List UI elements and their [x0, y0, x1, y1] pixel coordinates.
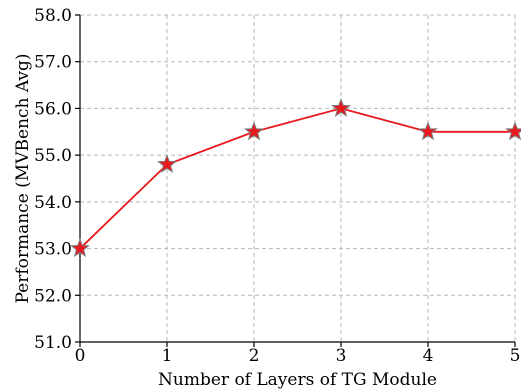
- data-point-star: [418, 121, 438, 141]
- x-tick-label: 5: [510, 346, 521, 366]
- y-tick-label: 53.0: [34, 240, 72, 260]
- y-tick-label: 55.0: [34, 146, 72, 166]
- data-point-star: [70, 238, 90, 257]
- data-point-star: [505, 121, 521, 141]
- series-line: [79, 107, 515, 250]
- series-layer: [70, 98, 521, 257]
- x-axis-title: Number of Layers of TG Module: [158, 370, 437, 390]
- grid-layer: [79, 14, 516, 343]
- y-tick-label: 56.0: [34, 99, 72, 119]
- x-tick-label: 0: [75, 346, 86, 366]
- y-tick-label: 57.0: [34, 53, 72, 73]
- x-tick-label: 4: [423, 346, 434, 366]
- x-tick-label: 2: [249, 346, 260, 366]
- data-point-star: [331, 98, 351, 117]
- y-tick-label: 54.0: [34, 193, 72, 213]
- y-tick-label: 52.0: [34, 286, 72, 306]
- x-tick-label: 3: [336, 346, 347, 366]
- axes-layer: [79, 15, 515, 343]
- data-point-star: [157, 154, 177, 173]
- x-tick-label: 1: [162, 346, 173, 366]
- data-point-star: [244, 121, 264, 141]
- y-tick-label: 58.0: [34, 6, 72, 26]
- y-tick-label: 51.0: [34, 333, 72, 353]
- y-axis-title: Performance (MVBench Avg): [13, 53, 33, 303]
- ticks-layer: 0 1 2 3 4 5 51.0 52.0 53.0 54.0 55.0 56.0 57.0 58.0: [34, 6, 520, 366]
